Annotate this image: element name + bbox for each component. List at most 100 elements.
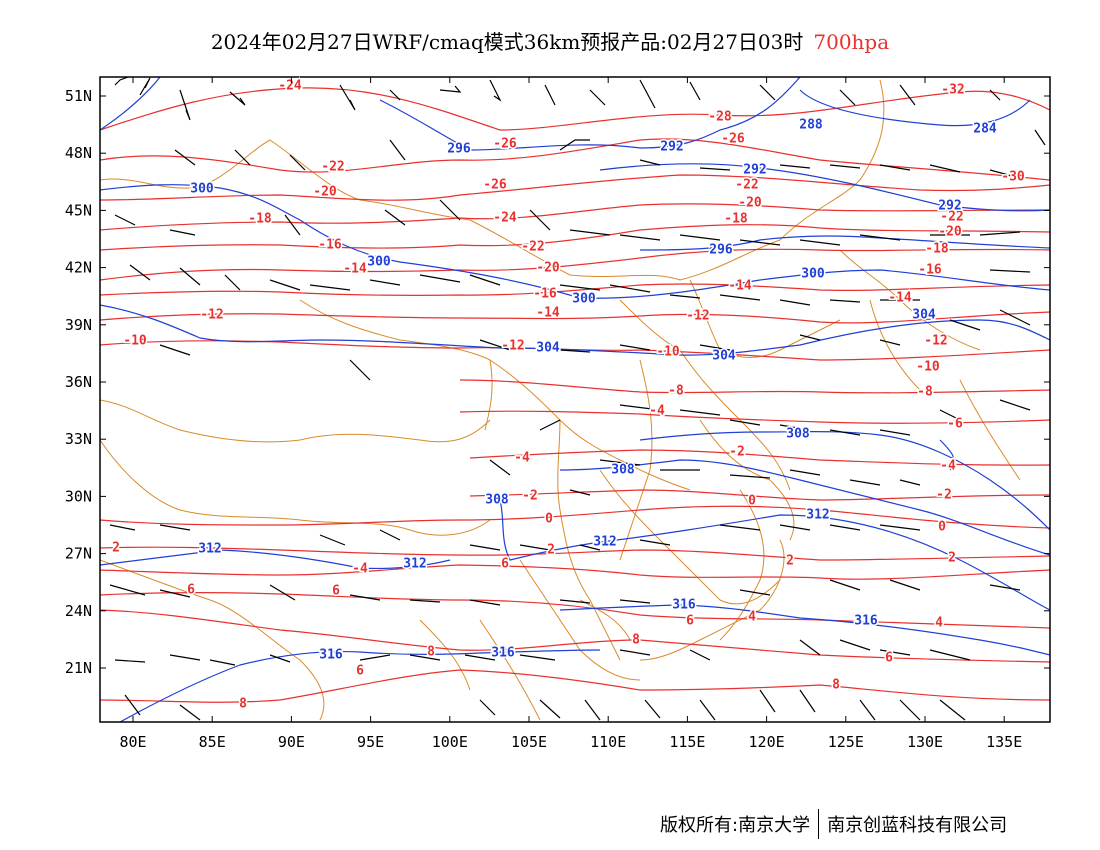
temperature-contour-label: 6: [501, 557, 509, 572]
temperature-contour-label: -4: [940, 459, 956, 474]
temperature-contour-label: 6: [187, 583, 195, 598]
lat-label: 33N: [65, 430, 92, 448]
lat-label: 36N: [65, 373, 92, 391]
height-contour-label: 288: [799, 118, 823, 133]
height-contour-label: 292: [743, 163, 766, 178]
height-contour-label: 292: [660, 140, 683, 155]
temperature-contour-label: -28: [708, 110, 732, 125]
temperature-contour-label: -26: [483, 178, 507, 193]
map-title: 2024年02月27日WRF/cmaq模式36km预报产品:02月27日03时 7…: [0, 26, 1100, 55]
temperature-contours: [100, 87, 1050, 703]
height-contour-label: 304: [536, 341, 560, 356]
lon-label: 95E: [357, 733, 384, 751]
lon-label: 85E: [199, 733, 226, 751]
longitude-labels: 80E 85E 90E 95E 100E 105E 110E 115E 120E 125E 130E…: [119, 733, 1022, 751]
map-frame: [99, 76, 1051, 723]
height-contour-label: 304: [912, 308, 936, 323]
temperature-contour-label: -2: [729, 445, 745, 460]
title-level: 700hpa: [813, 30, 890, 54]
wind-barbs: [109, 77, 1046, 721]
height-contour-label: 312: [198, 542, 221, 557]
temperature-contour-label: -16: [318, 238, 342, 253]
temperature-contour-label: -22: [321, 160, 344, 175]
temperature-contour-label: 8: [832, 678, 840, 693]
temperature-contour-label: 2: [786, 554, 794, 569]
temperature-contour-label: -12: [686, 309, 709, 324]
temperature-contour-label: -12: [924, 334, 947, 349]
lat-label: 45N: [65, 201, 92, 219]
temperature-contour-label: 6: [686, 614, 694, 629]
copyright-footer: 版权所有:南京大学 南京创蓝科技有限公司: [660, 809, 1007, 839]
temperature-contour-label: 6: [885, 651, 893, 666]
temperature-contour-label: -10: [656, 345, 680, 360]
temperature-contour-label: 8: [239, 697, 247, 712]
temperature-contour-label: 2: [948, 551, 956, 566]
lat-label: 48N: [65, 144, 92, 162]
height-contour-label: 312: [403, 557, 426, 572]
lon-label: 110E: [590, 733, 626, 751]
temperature-contour-label: -16: [533, 287, 557, 302]
lon-label: 135E: [986, 733, 1022, 751]
temperature-contour-label: 2: [112, 541, 120, 556]
height-contour-label: 308: [485, 493, 509, 508]
temperature-contour-label: -12: [501, 339, 524, 354]
lon-label: 130E: [907, 733, 943, 751]
lon-label: 115E: [669, 733, 705, 751]
copyright-owner: 版权所有:南京大学: [660, 815, 811, 836]
temperature-contour-label: -2: [522, 489, 538, 504]
temperature-labels: -24-26-28-26-32-22-20 -26-24-22-20-30-18-…: [111, 77, 1027, 713]
latitude-labels: 51N 48N 45N 42N 39N 36N 33N 30N 27N 24N 21N: [65, 87, 92, 677]
temperature-contour-label: -24: [493, 211, 517, 226]
temperature-contour-label: -10: [123, 334, 147, 349]
temperature-contour-label: -10: [916, 360, 940, 375]
temperature-contour-label: -32: [941, 83, 964, 98]
temperature-contour-label: -14: [728, 279, 752, 294]
temperature-contour-label: -22: [521, 240, 544, 255]
height-contour-label: 300: [367, 255, 391, 270]
height-contour-label: 300: [190, 182, 214, 197]
temperature-contour-label: -18: [248, 212, 272, 227]
temperature-contour-label: -4: [352, 562, 368, 577]
height-contour-label: 312: [593, 535, 616, 550]
height-contour-label: 300: [801, 267, 825, 282]
height-contour-label: 292: [938, 199, 961, 214]
temperature-contour-label: -18: [925, 242, 949, 257]
lat-label: 24N: [65, 602, 92, 620]
temperature-contour-label: 0: [748, 494, 756, 509]
height-contours: [100, 77, 1050, 722]
height-contour-label: 284: [973, 122, 997, 137]
temperature-contour-label: 2: [547, 543, 555, 558]
temperature-contour-label: -16: [918, 263, 942, 278]
temperature-contour-label: -20: [313, 185, 337, 200]
height-contour-label: 296: [447, 142, 471, 157]
temperature-contour-label: -4: [514, 451, 530, 466]
lat-label: 51N: [65, 87, 92, 105]
temperature-contour-label: -30: [1001, 170, 1025, 185]
lat-label: 21N: [65, 659, 92, 677]
temperature-contour-label: 0: [938, 520, 946, 535]
height-contour-label: 300: [572, 292, 596, 307]
temperature-contour-label: -14: [536, 306, 560, 321]
lat-label: 39N: [65, 316, 92, 334]
temperature-contour-label: 8: [427, 645, 435, 660]
temperature-contour-label: -14: [343, 262, 367, 277]
temperature-contour-label: 4: [935, 616, 943, 631]
temperature-contour-label: -26: [721, 132, 745, 147]
temperature-contour-label: 4: [748, 610, 756, 625]
lon-label: 90E: [278, 733, 305, 751]
temperature-contour-label: -2: [936, 488, 952, 503]
temperature-contour-label: -14: [888, 291, 912, 306]
title-main: 2024年02月27日WRF/cmaq模式36km预报产品:02月27日03时: [210, 30, 804, 54]
temperature-contour-label: -12: [200, 308, 223, 323]
temperature-contour-label: -20: [738, 196, 762, 211]
temperature-contour-label: -4: [649, 404, 665, 419]
height-contour-label: 304: [712, 349, 736, 364]
height-contour-label: 316: [672, 598, 696, 613]
height-contour-label: 308: [786, 427, 810, 442]
lon-label: 120E: [749, 733, 785, 751]
lon-label: 100E: [432, 733, 468, 751]
lon-label: 105E: [511, 733, 547, 751]
temperature-contour-label: 6: [356, 664, 364, 679]
temperature-contour-label: -20: [938, 225, 962, 240]
